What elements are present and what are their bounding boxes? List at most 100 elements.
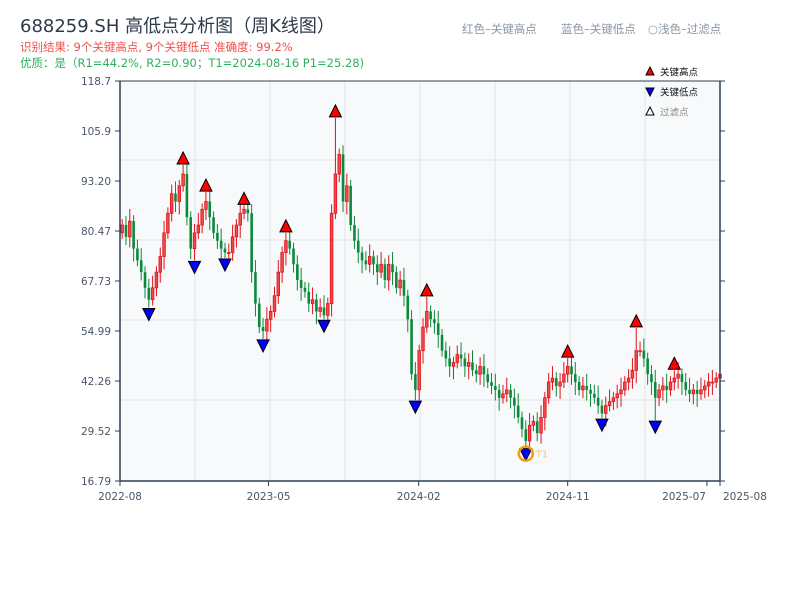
x-tick-label: 2025-07 — [662, 491, 706, 503]
candle-body — [425, 310, 429, 328]
candle — [668, 376, 673, 396]
candle — [383, 258, 387, 289]
candle-body — [535, 421, 539, 434]
candle — [535, 412, 539, 442]
candle-body — [242, 208, 246, 214]
candle — [611, 391, 616, 410]
candle — [539, 405, 543, 444]
candle — [341, 145, 345, 213]
candle-body — [440, 334, 444, 351]
candle-body — [691, 389, 696, 395]
candle — [292, 242, 295, 273]
candle-body — [292, 248, 295, 265]
candle — [497, 384, 501, 411]
candle-body — [208, 201, 212, 218]
candle-body — [383, 264, 387, 280]
candle — [600, 399, 604, 419]
key-low-marker — [218, 258, 232, 273]
candle — [406, 289, 410, 333]
candle — [303, 281, 307, 298]
candle — [509, 384, 512, 409]
key-high-marker — [667, 356, 682, 370]
candle-body — [604, 405, 608, 414]
candle — [482, 354, 486, 388]
candle — [284, 232, 288, 266]
legend-marker-icon — [645, 105, 655, 116]
candle — [132, 215, 135, 262]
candle-body — [398, 279, 402, 289]
candle-body — [665, 385, 668, 390]
key-low-marker — [518, 448, 533, 462]
candle — [337, 148, 341, 183]
key-low-marker — [595, 418, 609, 433]
candle-body — [668, 381, 673, 391]
candle — [375, 255, 379, 286]
candle — [204, 192, 208, 220]
candle-body — [181, 173, 185, 187]
candle — [650, 365, 653, 396]
candle — [238, 204, 242, 239]
candle — [349, 179, 352, 231]
x-tick-label: 2022-08 — [98, 491, 142, 503]
candle — [200, 203, 204, 234]
candle-body — [367, 256, 372, 265]
candle-body — [299, 279, 303, 288]
candle — [421, 318, 425, 364]
candle — [192, 223, 197, 261]
candle-body — [410, 319, 413, 375]
candle-body — [391, 264, 394, 273]
candle — [642, 338, 646, 367]
candle — [216, 223, 219, 249]
candle-body — [657, 389, 661, 399]
candle — [459, 342, 463, 367]
candle — [136, 239, 139, 267]
candle — [227, 243, 231, 259]
candle-body — [284, 240, 288, 253]
candle-body — [143, 272, 147, 288]
candle-body — [261, 327, 265, 332]
candle — [471, 350, 474, 377]
candle — [257, 297, 261, 333]
candle-body — [650, 374, 653, 383]
candle — [318, 298, 322, 318]
candle-body — [414, 374, 417, 390]
candle — [307, 282, 311, 312]
candle-body — [174, 193, 177, 202]
candle-body — [375, 264, 379, 273]
candle-body — [315, 299, 318, 312]
candle-body — [463, 358, 467, 367]
candle-body — [360, 252, 364, 261]
candle — [364, 251, 368, 271]
candle — [581, 376, 585, 399]
candle-body — [204, 201, 208, 210]
candle-body — [150, 287, 155, 301]
candle — [315, 293, 318, 325]
candle — [124, 216, 128, 246]
candle — [372, 250, 375, 275]
candle-body — [531, 420, 536, 426]
x-tick-label: 2023-05 — [247, 491, 291, 503]
candle-body — [615, 393, 619, 399]
key-high-marker — [176, 150, 190, 165]
candle-body — [124, 225, 128, 237]
candle-body — [706, 381, 711, 387]
candle — [463, 352, 467, 377]
candle-body — [630, 369, 635, 379]
candle — [714, 372, 718, 388]
candle — [265, 307, 269, 342]
candle-body — [136, 248, 139, 261]
candle-body — [626, 377, 631, 383]
candle — [558, 373, 562, 399]
candle — [166, 207, 170, 239]
candle-body — [505, 389, 509, 395]
candle — [570, 357, 573, 385]
candle — [242, 205, 246, 220]
candle — [387, 255, 391, 291]
candle — [513, 388, 516, 419]
candle-body — [577, 382, 581, 390]
candle — [455, 345, 459, 369]
key-low-marker — [648, 420, 663, 435]
candle-body — [638, 350, 642, 353]
candle-body — [554, 378, 558, 386]
candle-body — [581, 385, 585, 391]
